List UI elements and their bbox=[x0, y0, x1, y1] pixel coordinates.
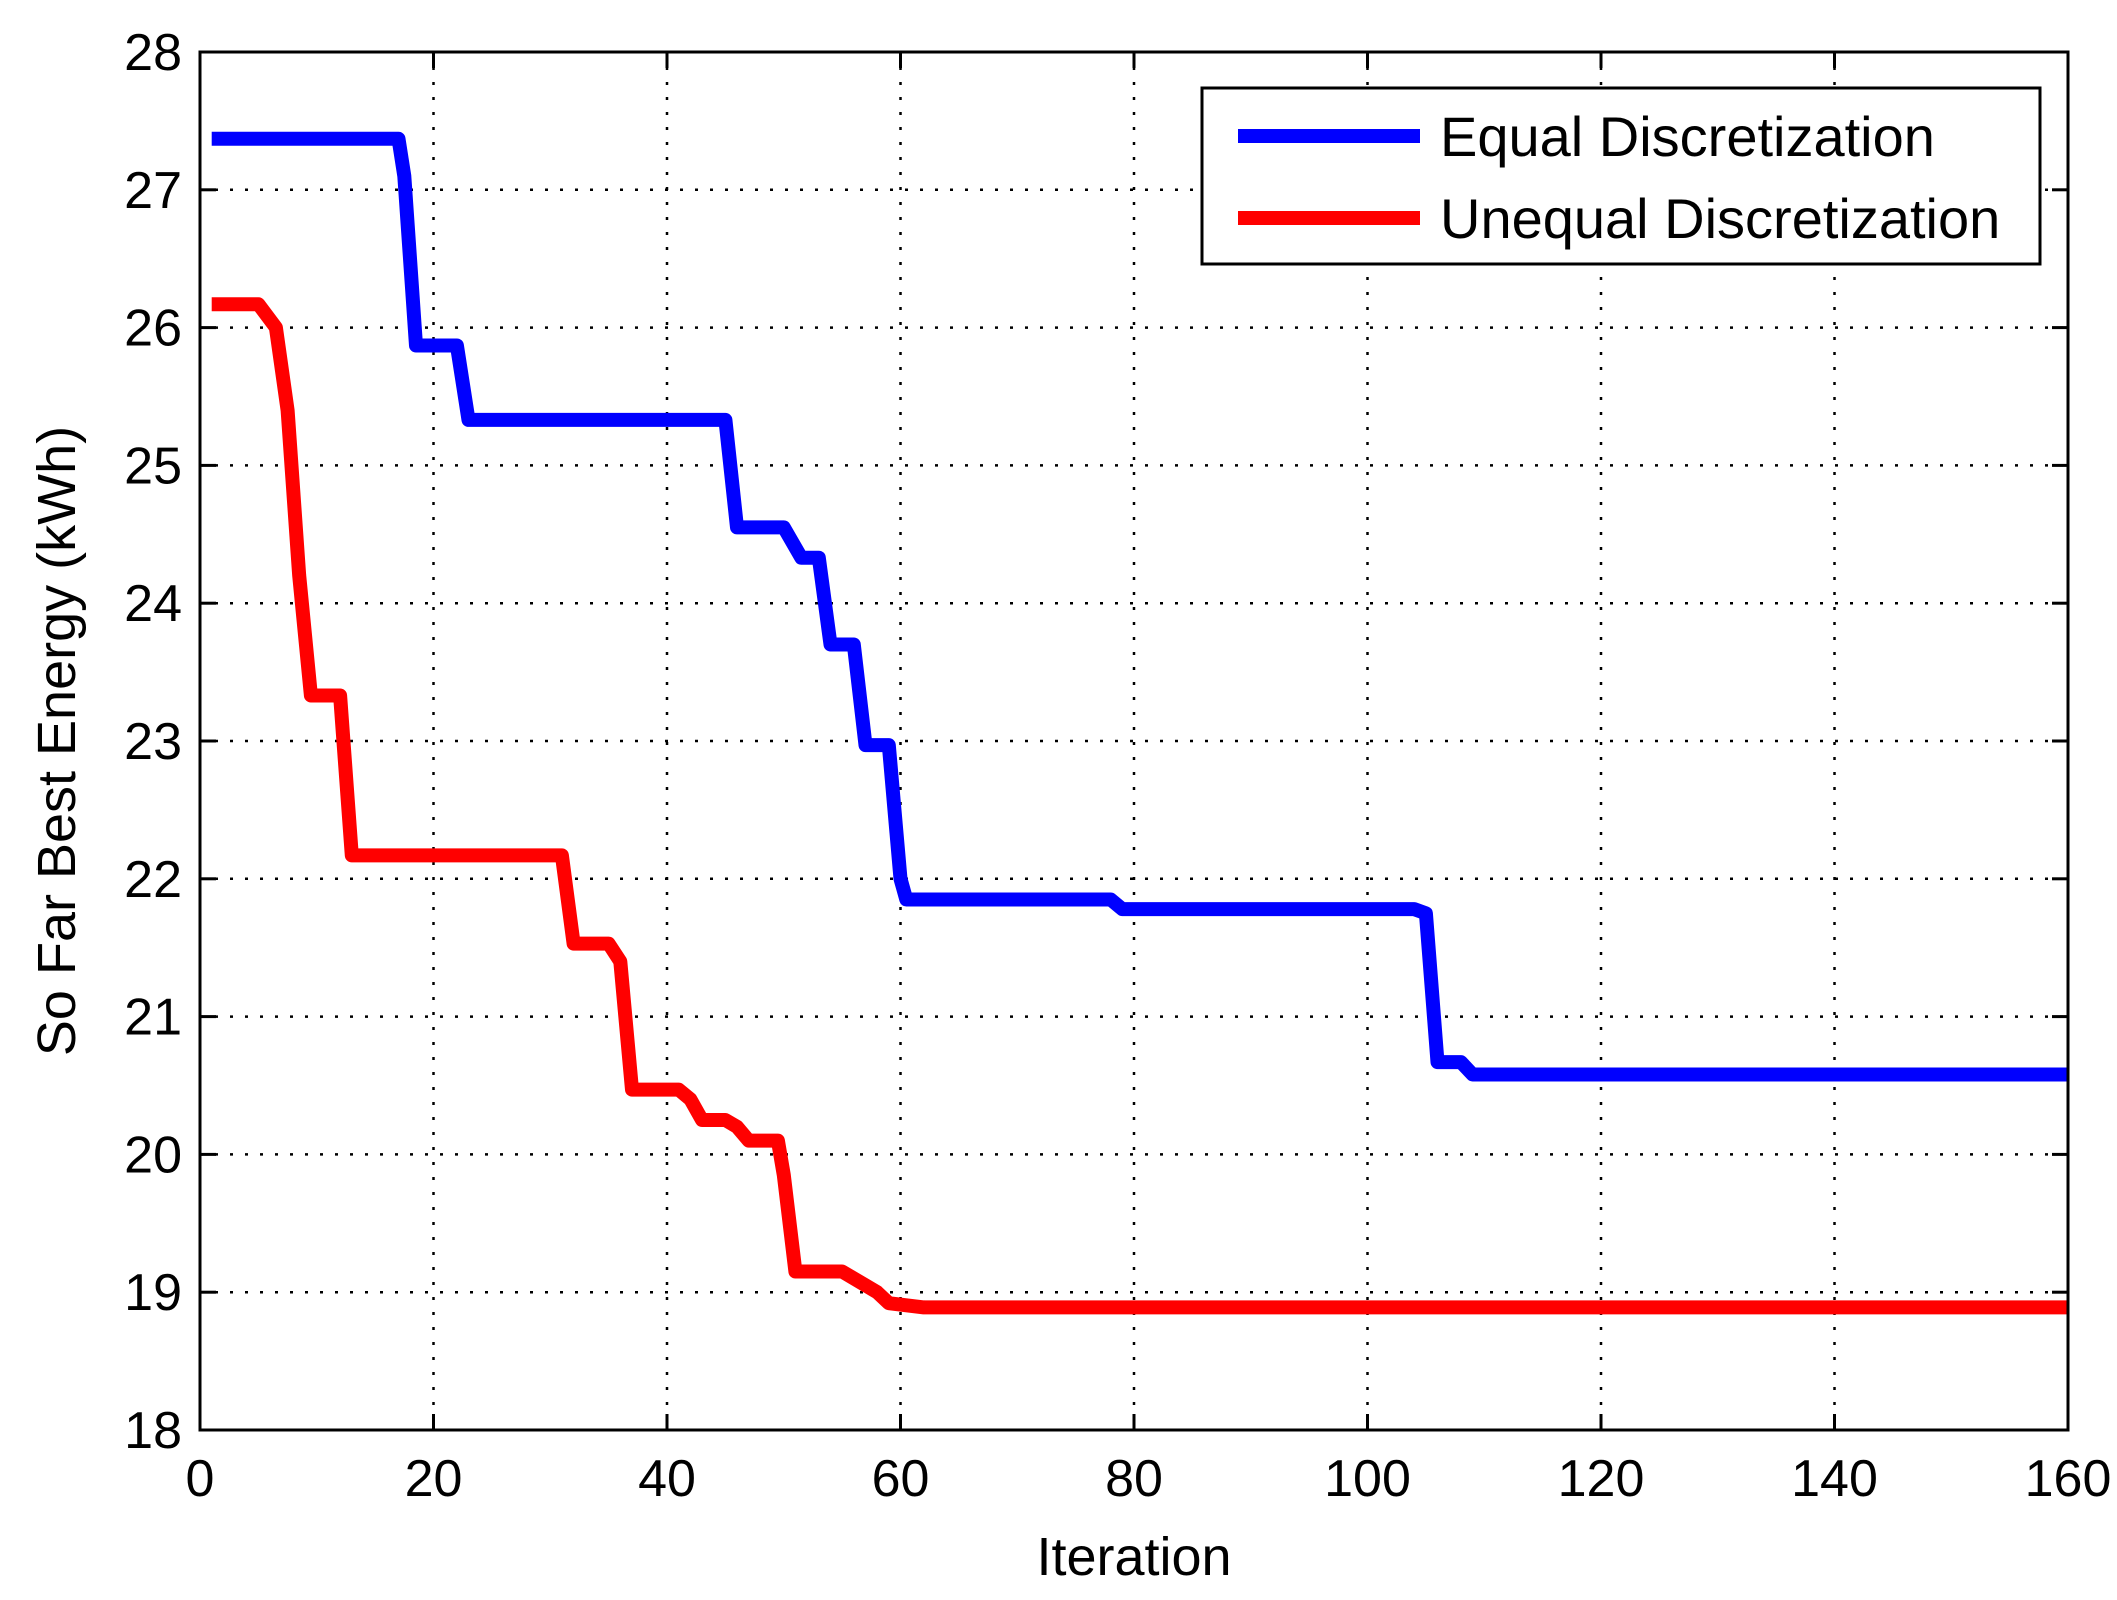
y-tick-label: 24 bbox=[124, 575, 182, 633]
x-tick-label: 160 bbox=[2025, 1450, 2112, 1508]
y-tick-label: 26 bbox=[124, 300, 182, 358]
x-tick-label: 20 bbox=[405, 1450, 463, 1508]
y-tick-label: 22 bbox=[124, 851, 182, 909]
x-tick-label: 100 bbox=[1324, 1450, 1411, 1508]
axis-ticks bbox=[198, 50, 2070, 1432]
y-tick-label: 23 bbox=[124, 713, 182, 771]
x-axis-tick-labels: 0 20 40 60 80 100 120 140 160 bbox=[186, 1450, 2112, 1508]
y-tick-label: 25 bbox=[124, 437, 182, 495]
series-line-equal-discretization bbox=[211, 131, 2068, 1082]
series-group bbox=[211, 131, 2068, 1315]
series-line-unequal-discretization bbox=[211, 297, 2068, 1315]
y-tick-label: 19 bbox=[124, 1264, 182, 1322]
x-axis-label: Iteration bbox=[1036, 1527, 1231, 1587]
legend-label-unequal-discretization: Unequal Discretization bbox=[1440, 187, 2000, 250]
y-tick-label: 28 bbox=[124, 24, 182, 82]
y-axis-label: So Far Best Energy (kWh) bbox=[27, 426, 87, 1056]
x-tick-label: 0 bbox=[186, 1450, 215, 1508]
y-tick-label: 27 bbox=[124, 162, 182, 220]
x-tick-label: 80 bbox=[1105, 1450, 1163, 1508]
x-tick-label: 140 bbox=[1791, 1450, 1878, 1508]
x-tick-label: 40 bbox=[638, 1450, 696, 1508]
x-tick-label: 120 bbox=[1558, 1450, 1645, 1508]
legend: Equal Discretization Unequal Discretizat… bbox=[1200, 86, 2042, 266]
y-axis-tick-labels: 18 19 20 21 22 23 24 25 26 27 28 bbox=[124, 24, 182, 1460]
legend-label-equal-discretization: Equal Discretization bbox=[1440, 105, 1935, 168]
y-tick-label: 21 bbox=[124, 989, 182, 1047]
y-tick-label: 20 bbox=[124, 1126, 182, 1184]
y-tick-label: 18 bbox=[124, 1402, 182, 1460]
legend-box bbox=[1200, 86, 2042, 266]
x-tick-label: 60 bbox=[872, 1450, 930, 1508]
